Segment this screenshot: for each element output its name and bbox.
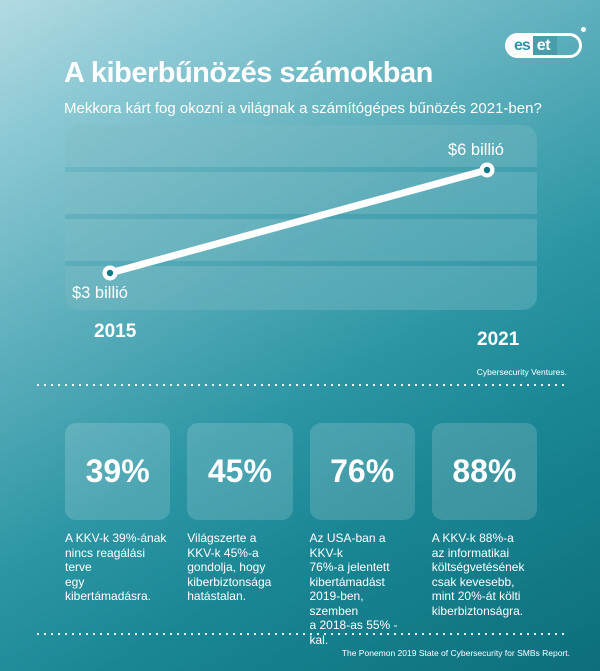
stat-value: 45% [207,453,272,489]
x-axis-label-2021: 2021 [477,329,520,350]
stat-description: Világszerte a KKV-k 45%-a gondolja, hogy… [187,531,272,603]
stat-description: A KKV-k 39%-ának nincs reagálási terve e… [65,531,167,603]
stats-row: 39% A KKV-k 39%-ának nincs reagálási ter… [65,423,537,647]
trend-line-chart [102,162,495,281]
grid-band [65,219,537,261]
page-title: A kiberbűnözés számokban [64,57,433,89]
stat-box: 88% [431,423,537,520]
dotted-divider-top [37,384,565,386]
eset-logo: es et [505,33,582,58]
stat-box: 76% [309,423,415,520]
stat-value: 76% [330,453,395,489]
line-chart-panel [65,125,537,310]
stat-value: 39% [85,453,150,489]
x-axis-label-2015: 2015 [94,321,137,342]
page-subtitle: Mekkora kárt fog okozni a világnak a szá… [64,100,542,117]
stat-column-88: 88% A KKV-k 88%-a az informatikai költsé… [431,423,537,647]
value-label-2015: $3 billió [72,284,128,302]
grid-band [65,125,537,167]
footer-source-attribution: The Ponemon 2019 State of Cybersecurity … [341,648,570,658]
stat-column-45: 45% Világszerte a KKV-k 45%-a gondolja, … [187,423,293,647]
data-point-2015-hole [106,269,114,277]
stat-description: Az USA-ban a KKV-k 76%-a jelentett kiber… [309,531,398,647]
eset-logo-left-text: es [508,36,533,55]
data-point-2021-hole [483,166,491,174]
stat-box: 39% [65,423,171,520]
eset-logo-right-text: et [532,36,558,55]
stat-box: 45% [187,423,293,520]
stat-column-39: 39% A KKV-k 39%-ának nincs reagálási ter… [65,423,171,647]
trend-line [106,166,491,277]
dotted-divider-bottom [37,633,565,635]
stat-description: A KKV-k 88%-a az informatikai költségvet… [431,531,525,618]
stat-value: 88% [452,453,517,489]
value-label-2021: $6 billió [448,141,504,159]
grid-band [65,266,537,310]
stat-column-76: 76% Az USA-ban a KKV-k 76%-a jelentett k… [309,423,415,647]
chart-source-attribution: Cybersecurity Ventures. [476,367,567,377]
registered-mark-dot [581,27,586,32]
